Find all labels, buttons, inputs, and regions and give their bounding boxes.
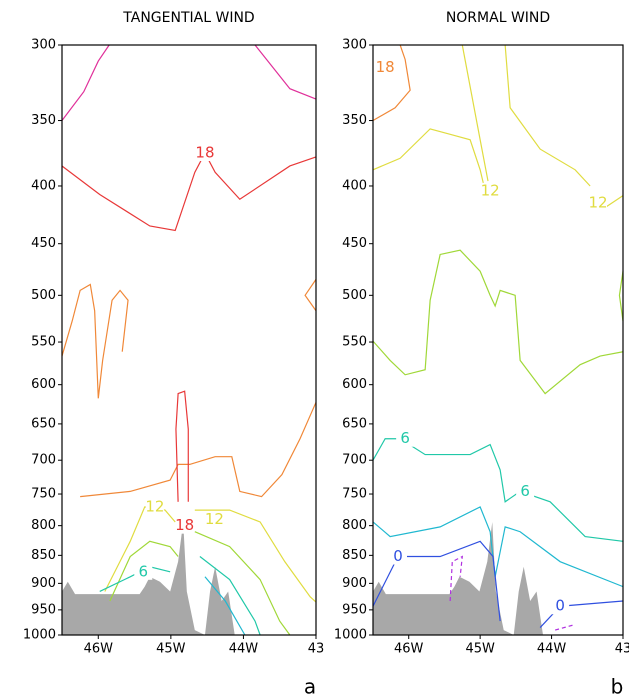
label-background xyxy=(134,563,153,580)
y-tick-label: 900 xyxy=(342,576,367,591)
x-tick-label: 46W xyxy=(84,642,114,657)
panel-label: a xyxy=(304,675,316,699)
panel-label: b xyxy=(611,675,624,699)
y-tick-label: 700 xyxy=(342,453,367,468)
y-tick-label: 750 xyxy=(31,487,56,502)
y-tick-label: 850 xyxy=(342,548,367,563)
contour-line xyxy=(61,283,129,399)
contour-line xyxy=(372,506,624,588)
label-background xyxy=(589,194,607,211)
contour-line xyxy=(254,44,317,100)
y-tick-label: 500 xyxy=(31,288,56,303)
y-tick-label: 1000 xyxy=(334,628,367,643)
contour-label: 0 xyxy=(555,597,565,615)
contour-line xyxy=(104,506,176,592)
y-tick-label: 550 xyxy=(342,335,367,350)
y-tick-label: 550 xyxy=(31,335,56,350)
contour-label: 18 xyxy=(195,144,214,162)
y-tick-label: 900 xyxy=(31,576,56,591)
y-tick-label: 950 xyxy=(31,602,56,617)
y-tick-label: 650 xyxy=(342,416,367,431)
contour-label: 18 xyxy=(376,58,395,76)
contour-line xyxy=(372,438,624,542)
contour-line xyxy=(372,249,624,395)
plot-frame xyxy=(61,44,317,636)
x-tick-label: 44W xyxy=(537,642,567,657)
contour-line xyxy=(618,271,624,322)
contour-line xyxy=(461,44,489,182)
y-tick-label: 500 xyxy=(342,288,367,303)
y-tick-label: 300 xyxy=(31,38,56,53)
contour-label: 6 xyxy=(520,482,530,500)
y-tick-label: 1000 xyxy=(23,628,56,643)
contour-line xyxy=(80,402,317,498)
label-background xyxy=(396,430,415,447)
contour-label: 6 xyxy=(139,562,149,580)
y-tick-label: 850 xyxy=(31,548,56,563)
label-background xyxy=(551,598,570,615)
contour-line xyxy=(199,556,261,636)
label-background xyxy=(205,511,224,528)
contour-line xyxy=(194,509,317,603)
y-tick-label: 350 xyxy=(342,113,367,128)
contour-line xyxy=(372,44,411,122)
contour-label: 0 xyxy=(393,547,403,565)
label-background xyxy=(376,59,395,76)
y-tick-label: 800 xyxy=(31,518,56,533)
terrain xyxy=(62,521,235,635)
contour-label: 12 xyxy=(205,510,224,528)
y-tick-label: 450 xyxy=(342,236,367,251)
y-tick-label: 450 xyxy=(31,236,56,251)
x-tick-label: 43 xyxy=(308,642,325,657)
contour-label: 12 xyxy=(588,193,607,211)
contour-line xyxy=(449,555,463,602)
label-background xyxy=(195,145,214,162)
contour-line xyxy=(204,576,246,636)
x-tick-label: 45W xyxy=(156,642,186,657)
label-background xyxy=(175,517,194,534)
label-background xyxy=(389,548,407,565)
contour-line xyxy=(61,151,317,232)
contour-line xyxy=(604,195,624,209)
contour-line xyxy=(372,128,486,191)
x-tick-label: 46W xyxy=(394,642,424,657)
y-tick-label: 800 xyxy=(342,518,367,533)
y-tick-label: 950 xyxy=(342,602,367,617)
label-background xyxy=(481,182,500,199)
contour-line xyxy=(175,390,189,502)
y-tick-label: 600 xyxy=(342,377,367,392)
label-background xyxy=(145,498,164,515)
chart-title: NORMAL WIND xyxy=(446,10,550,26)
contour-line xyxy=(194,531,291,636)
contour-line xyxy=(61,44,110,121)
contour-label: 12 xyxy=(481,181,500,199)
y-tick-label: 400 xyxy=(31,178,56,193)
contour-line xyxy=(372,540,501,622)
contour-line xyxy=(109,540,179,602)
contour-label: 6 xyxy=(400,429,410,447)
contour-line xyxy=(304,279,317,312)
x-tick-label: 43 xyxy=(615,642,629,657)
contour-label: 12 xyxy=(145,497,164,515)
y-tick-label: 300 xyxy=(342,38,367,53)
y-tick-label: 600 xyxy=(31,377,56,392)
y-tick-label: 400 xyxy=(342,178,367,193)
x-tick-label: 45W xyxy=(465,642,495,657)
x-tick-label: 44W xyxy=(229,642,259,657)
label-background xyxy=(516,483,535,500)
chart-title: TANGENTIAL WIND xyxy=(122,10,254,26)
y-tick-label: 700 xyxy=(31,453,56,468)
contour-line xyxy=(554,624,574,631)
y-tick-label: 650 xyxy=(31,416,56,431)
plot-frame xyxy=(372,44,624,636)
y-tick-label: 350 xyxy=(31,113,56,128)
y-tick-label: 750 xyxy=(342,487,367,502)
terrain xyxy=(373,521,543,635)
contour-label: 18 xyxy=(175,516,194,534)
contour-line xyxy=(504,44,591,187)
